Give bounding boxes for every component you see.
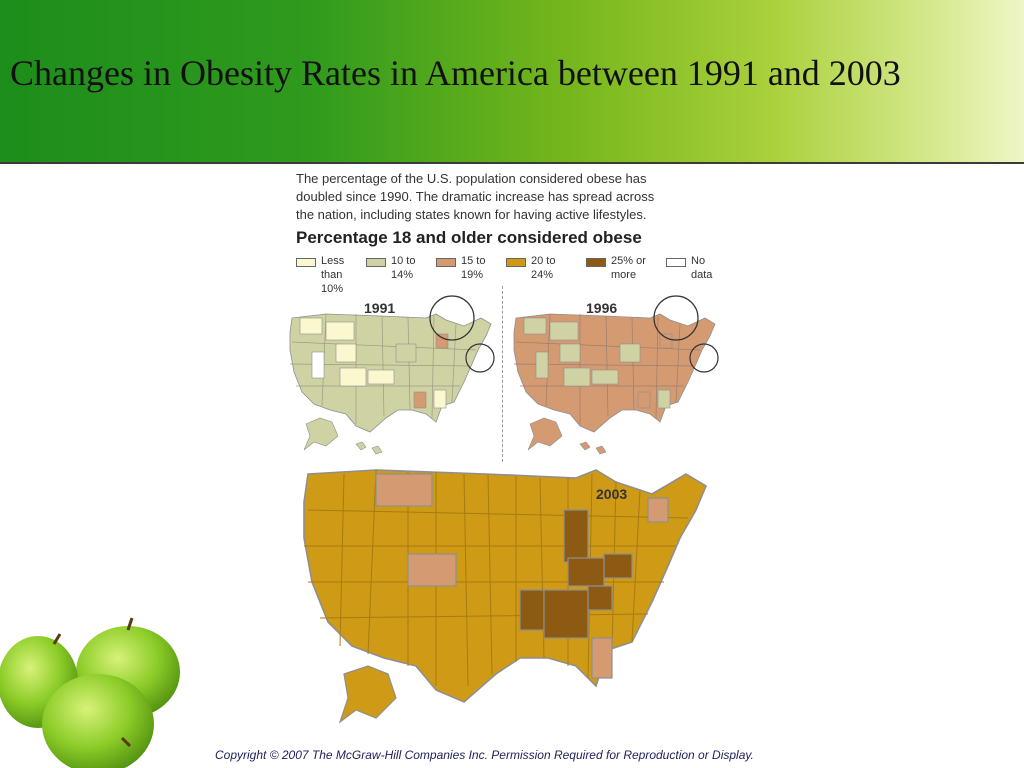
header-divider — [0, 162, 1024, 164]
alaska-shape — [303, 417, 339, 451]
obesity-figure: The percentage of the U.S. population co… — [286, 168, 736, 730]
legend-label-line: No — [691, 255, 706, 267]
state-region — [325, 321, 355, 341]
state-region — [587, 585, 613, 611]
state-region — [395, 343, 417, 363]
state-region — [367, 369, 395, 385]
legend: Less than 10% 10 to 14% 15 to 19% 20 to … — [296, 254, 736, 300]
copyright-notice: Copyright © 2007 The McGraw-Hill Compani… — [215, 748, 754, 762]
legend-label-line: 15 to — [461, 255, 486, 267]
northeast-zoom-circle — [653, 295, 699, 341]
slide-title: Changes in Obesity Rates in America betw… — [10, 53, 901, 93]
map-divider — [502, 286, 503, 462]
figure-intro: The percentage of the U.S. population co… — [296, 170, 726, 224]
legend-label-line: 25% or — [611, 255, 646, 267]
state-region — [591, 369, 619, 385]
state-region — [311, 351, 325, 379]
state-region — [657, 389, 671, 409]
state-region — [335, 343, 357, 363]
state-region — [413, 391, 427, 409]
header-banner — [0, 0, 1024, 162]
map-year-label: 1991 — [364, 300, 396, 316]
legend-swatch — [436, 258, 456, 267]
legend-swatch — [586, 258, 606, 267]
legend-label: 15 to 19% — [461, 254, 485, 282]
us-map-2003 — [303, 469, 708, 724]
state-region — [559, 343, 581, 363]
hawaii-shape — [579, 441, 607, 455]
state-region — [659, 333, 673, 349]
legend-swatch — [296, 258, 316, 267]
legend-label: Less than 10% — [321, 254, 344, 296]
legend-swatch — [366, 258, 386, 267]
alaska-shape — [527, 417, 563, 451]
state-region — [591, 637, 613, 679]
state-region — [435, 333, 449, 349]
map-year-label: 2003 — [596, 486, 628, 502]
state-region — [647, 497, 669, 523]
legend-label-line: more — [611, 269, 637, 281]
northeast-zoom-circle — [429, 295, 475, 341]
legend-label-line: Less — [321, 255, 345, 267]
state-region — [535, 351, 549, 379]
green-apples-illustration — [0, 617, 180, 768]
state-region — [543, 589, 589, 639]
state-region — [603, 553, 633, 579]
state-region — [563, 509, 589, 563]
state-region — [433, 389, 447, 409]
state-region — [339, 367, 367, 387]
intro-line: The percentage of the U.S. population co… — [296, 171, 647, 186]
intro-line: doubled since 1990. The dramatic increas… — [296, 189, 655, 204]
legend-swatch — [506, 258, 526, 267]
state-region — [519, 589, 545, 631]
legend-label-line: 10% — [321, 283, 344, 295]
legend-label-line: data — [691, 269, 713, 281]
state-region — [567, 557, 605, 587]
legend-label-line: 10 to — [391, 255, 416, 267]
state-region — [299, 317, 323, 335]
legend-label: 10 to 14% — [391, 254, 415, 282]
figure-heading: Percentage 18 and older considered obese — [296, 228, 642, 247]
intro-line: the nation, including states known for h… — [296, 207, 647, 222]
state-region — [637, 391, 651, 409]
mid-atlantic-zoom-circle — [689, 343, 719, 373]
apple-icon — [42, 674, 154, 768]
alaska-shape — [338, 665, 397, 724]
hawaii-shape — [355, 441, 383, 455]
state-region — [407, 553, 457, 587]
state-region — [375, 473, 433, 507]
legend-label-line: 19% — [461, 269, 484, 281]
us-map-1996 — [513, 295, 719, 455]
legend-label: No data — [691, 254, 712, 282]
legend-label: 25% or more — [611, 254, 646, 282]
legend-label-line: 20 to — [531, 255, 556, 267]
mid-atlantic-zoom-circle — [465, 343, 495, 373]
state-region — [563, 367, 591, 387]
map-year-label: 1996 — [586, 300, 618, 316]
legend-label-line: 14% — [391, 269, 414, 281]
legend-label-line: 24% — [531, 269, 554, 281]
state-region — [619, 343, 641, 363]
legend-label-line: than — [321, 269, 343, 281]
us-map-1991 — [289, 295, 495, 455]
legend-swatch — [666, 258, 686, 267]
state-region — [549, 321, 579, 341]
legend-label: 20 to 24% — [531, 254, 555, 282]
state-region — [523, 317, 547, 335]
